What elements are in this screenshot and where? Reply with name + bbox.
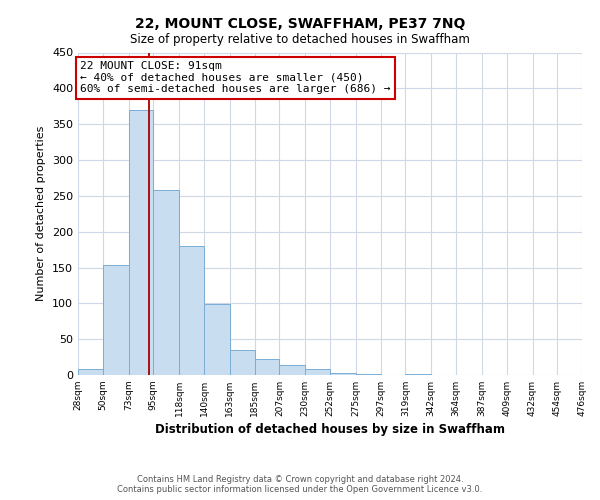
Bar (204, 304, 230, 375)
Bar (330, 373, 356, 375)
Bar (179, 246, 204, 375)
Bar (78, 370, 103, 375)
Bar (406, 374, 431, 375)
Text: 22 MOUNT CLOSE: 91sqm
← 40% of detached houses are smaller (450)
60% of semi-det: 22 MOUNT CLOSE: 91sqm ← 40% of detached … (80, 61, 391, 94)
Bar (128, 110, 154, 375)
X-axis label: Distribution of detached houses by size in Swaffham: Distribution of detached houses by size … (155, 423, 505, 436)
Bar (103, 266, 128, 375)
Bar (254, 359, 280, 375)
Bar (280, 365, 305, 375)
Text: 22, MOUNT CLOSE, SWAFFHAM, PE37 7NQ: 22, MOUNT CLOSE, SWAFFHAM, PE37 7NQ (135, 18, 465, 32)
Bar (305, 370, 330, 375)
Y-axis label: Number of detached properties: Number of detached properties (37, 126, 46, 302)
Bar (230, 350, 254, 375)
Text: Contains HM Land Registry data © Crown copyright and database right 2024.
Contai: Contains HM Land Registry data © Crown c… (118, 474, 482, 494)
Bar (154, 190, 179, 375)
Bar (356, 374, 380, 375)
Text: Size of property relative to detached houses in Swaffham: Size of property relative to detached ho… (130, 32, 470, 46)
